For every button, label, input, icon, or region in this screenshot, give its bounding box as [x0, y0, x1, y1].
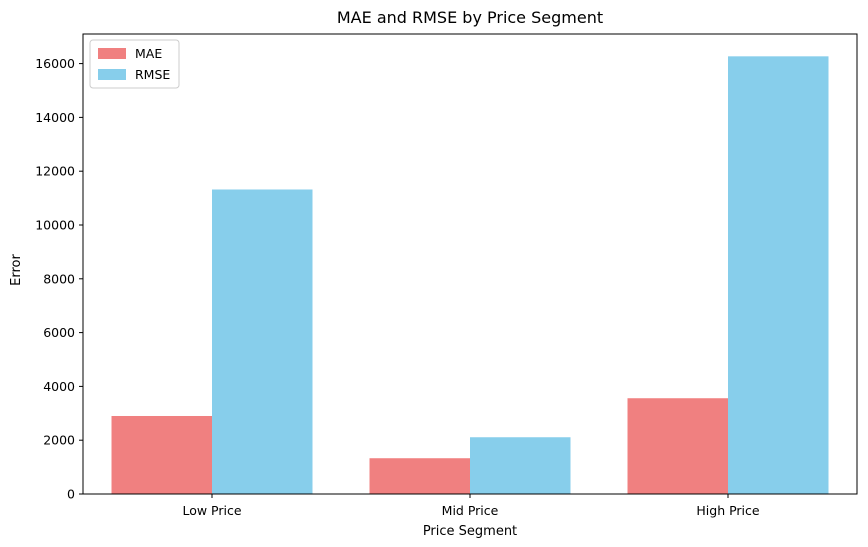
legend-swatch-mae [98, 48, 126, 59]
x-tick-label: High Price [696, 503, 760, 518]
bar-rmse-high-price [728, 56, 829, 494]
y-tick-label: 4000 [43, 379, 75, 394]
bar-mae-low-price [111, 415, 212, 494]
bar-mae-mid-price [369, 458, 470, 494]
chart-title: MAE and RMSE by Price Segment [337, 8, 603, 27]
y-tick-label: 16000 [35, 56, 75, 71]
legend-swatch-rmse [98, 69, 126, 80]
y-tick-label: 10000 [35, 217, 75, 232]
bar-rmse-low-price [212, 189, 313, 495]
legend-label-mae: MAE [135, 46, 162, 61]
y-tick-label: 6000 [43, 325, 75, 340]
y-tick-label: 2000 [43, 433, 75, 448]
bar-mae-high-price [627, 398, 728, 494]
y-tick-label: 12000 [35, 164, 75, 179]
plot-area: Low Price Mid Price High Price 0 2000 4000 600… [35, 33, 858, 518]
x-axis-label: Price Segment [423, 524, 517, 539]
legend: MAE RMSE [89, 39, 180, 89]
x-tick-label: Low Price [182, 503, 241, 518]
y-tick-label: 8000 [43, 271, 75, 286]
x-tick-label: Mid Price [442, 503, 499, 518]
y-axis-label: Error [9, 254, 24, 286]
bar-rmse-mid-price [470, 437, 571, 494]
legend-label-rmse: RMSE [135, 67, 170, 82]
y-tick-label: 0 [67, 487, 75, 502]
y-tick-label: 14000 [35, 110, 75, 125]
